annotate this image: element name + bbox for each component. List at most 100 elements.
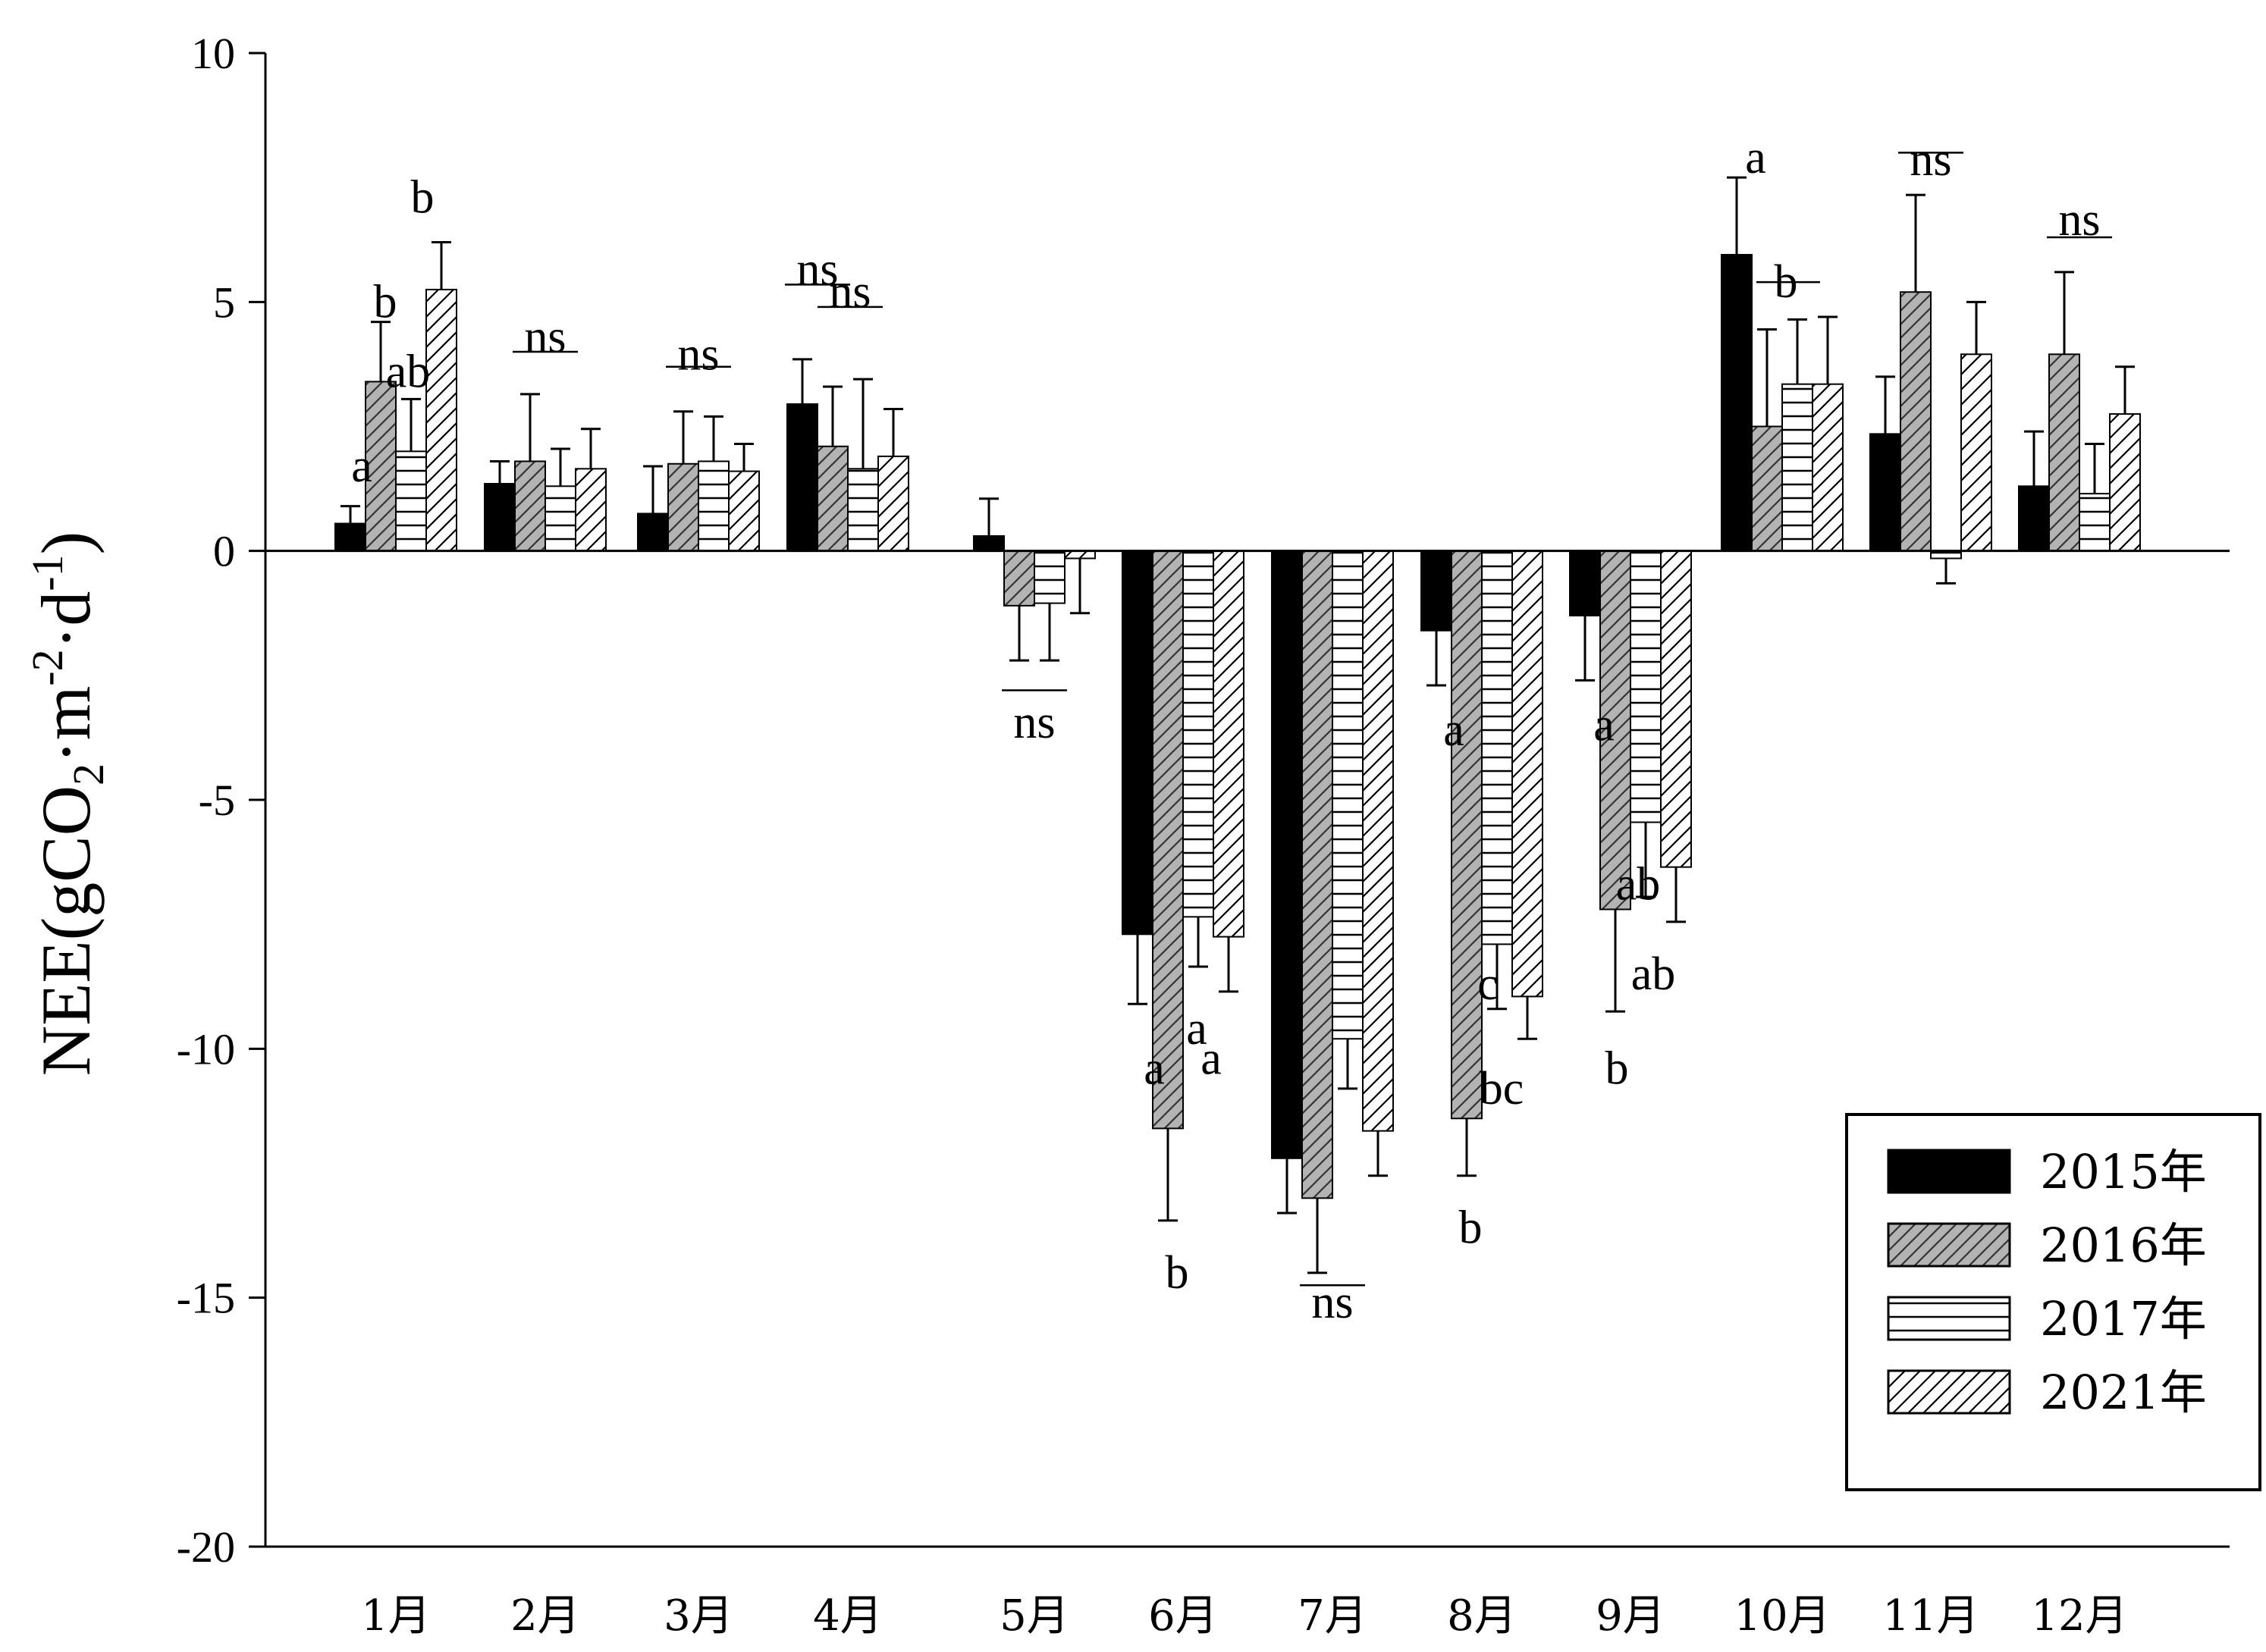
significance-letter-24: b [1775, 256, 1798, 308]
bar-5-series-1 [973, 534, 1005, 552]
significance-letter-1: a [351, 440, 372, 492]
significance-letter-2: b [374, 276, 397, 328]
legend-swatch-2 [1887, 1222, 2011, 1268]
legend-label-4: 2021年 [2040, 1365, 2207, 1420]
bar-2-series-3 [545, 485, 576, 552]
y-tick-label-5: 5 [213, 277, 235, 327]
bar-7-series-2 [1301, 550, 1333, 1199]
bar-6-series-1 [1122, 550, 1153, 936]
bar-7-series-3 [1332, 550, 1364, 1040]
significance-letter-10: a [1144, 1043, 1165, 1095]
y-tick-label--5: -5 [199, 776, 235, 825]
bar-7-series-1 [1271, 550, 1303, 1159]
legend-label-3: 2017年 [2040, 1291, 2207, 1346]
significance-letter-12: a [1186, 1003, 1207, 1055]
bar-8-series-1 [1420, 550, 1452, 632]
bar-12-series-4 [2109, 413, 2141, 552]
x-tick-label-6: 6月 [1148, 1591, 1218, 1641]
significance-letter-3: ab [386, 346, 431, 397]
legend-swatch-4 [1887, 1369, 2011, 1415]
bar-10-series-1 [1721, 253, 1753, 552]
bar-6-series-4 [1213, 550, 1244, 938]
significance-letter-6: ns [677, 328, 719, 380]
x-tick-label-1: 1月 [361, 1591, 431, 1641]
y-tick-label-0: 0 [213, 527, 235, 576]
bar-6-series-2 [1152, 550, 1184, 1130]
significance-letter-18: bc [1480, 1063, 1524, 1114]
axes-layer: 1月 2月 3月 4月 5月 6月 7月 8月 9月 10月 11月 12月 10 5 0 -5 -10 -15 -… [177, 29, 2230, 1641]
significance-letter-9: ns [1013, 697, 1055, 748]
bar-10-series-4 [1812, 383, 1844, 552]
bar-1-series-3 [395, 450, 427, 552]
significance-letter-16: b [1459, 1202, 1483, 1254]
legend-label-2: 2016年 [2040, 1218, 2207, 1273]
bar-1-series-1 [334, 522, 366, 552]
significance-letter-14: ns [1311, 1277, 1353, 1328]
legend-swatch-3 [1887, 1296, 2011, 1341]
bar-11-series-1 [1869, 433, 1901, 552]
bar-3-series-1 [637, 513, 669, 552]
significance-letter-21: ab [1616, 859, 1661, 911]
bar-1-series-2 [365, 381, 397, 552]
significance-letter-13: a [1200, 1033, 1222, 1084]
bar-3-series-3 [698, 460, 730, 552]
x-tick-label-5: 5月 [1000, 1591, 1069, 1641]
bar-10-series-2 [1751, 425, 1783, 552]
bars-layer [334, 253, 2141, 1199]
y-tick-label--20: -20 [177, 1522, 235, 1572]
bar-2-series-2 [514, 460, 546, 552]
bar-11-series-2 [1900, 291, 1932, 552]
legend-swatch-1 [1887, 1149, 2011, 1194]
error-bars-layer [341, 176, 2135, 1274]
bar-11-series-4 [1960, 353, 1992, 552]
significance-letter-25: ns [1910, 134, 1951, 186]
bar-6-series-3 [1182, 550, 1214, 918]
significance-letter-8: ns [829, 266, 871, 318]
significance-letter-22: ab [1631, 948, 1676, 1000]
y-tick-label-10: 10 [191, 29, 235, 78]
bar-9-series-4 [1660, 550, 1692, 868]
bar-8-series-3 [1481, 550, 1513, 945]
bar-9-series-1 [1569, 550, 1601, 617]
bar-10-series-3 [1781, 383, 1813, 552]
significance-letter-20: b [1605, 1043, 1629, 1095]
bar-8-series-4 [1511, 550, 1543, 998]
bar-4-series-3 [847, 468, 879, 552]
bar-4-series-1 [786, 403, 818, 552]
x-tick-label-3: 3月 [664, 1591, 733, 1641]
bar-12-series-3 [2079, 493, 2111, 552]
x-tick-label-11: 11月 [1882, 1591, 1979, 1641]
bar-9-series-3 [1630, 550, 1662, 823]
svg-text:NEE(gCO2·m-2·d-1): NEE(gCO2·m-2·d-1) [23, 531, 113, 1076]
bar-4-series-2 [817, 445, 849, 552]
significance-letter-4: b [411, 171, 435, 223]
x-tick-label-12: 12月 [2031, 1591, 2127, 1641]
bar-5-series-2 [1003, 550, 1035, 607]
x-tick-label-10: 10月 [1734, 1591, 1830, 1641]
bar-2-series-4 [575, 468, 607, 552]
significance-letter-19: a [1593, 700, 1615, 751]
legend: 2015年 2016年 2017年 2021年 [1845, 1113, 2261, 1491]
bar-3-series-2 [667, 462, 699, 552]
significance-letter-26: ns [2058, 194, 2100, 246]
bar-7-series-4 [1362, 550, 1394, 1132]
significance-letter-5: ns [524, 311, 566, 362]
bar-8-series-2 [1451, 550, 1483, 1120]
legend-label-1: 2015年 [2040, 1144, 2207, 1199]
significance-letter-15: a [1443, 704, 1464, 756]
x-tick-label-8: 8月 [1447, 1591, 1517, 1641]
x-tick-label-7: 7月 [1298, 1591, 1367, 1641]
x-tick-label-2: 2月 [510, 1591, 580, 1641]
bar-3-series-4 [728, 470, 760, 552]
bar-12-series-1 [2018, 485, 2050, 552]
significance-letter-17: c [1477, 958, 1499, 1010]
y-tick-label--10: -10 [177, 1024, 235, 1074]
significance-letter-23: a [1745, 132, 1766, 183]
significance-letter-11: b [1166, 1247, 1189, 1299]
bar-12-series-2 [2048, 353, 2080, 552]
bar-1-series-4 [425, 288, 457, 552]
y-axis-title: NEE(gCO2·m-2·d-1) [23, 531, 113, 1076]
y-tick-label--15: -15 [177, 1274, 235, 1323]
